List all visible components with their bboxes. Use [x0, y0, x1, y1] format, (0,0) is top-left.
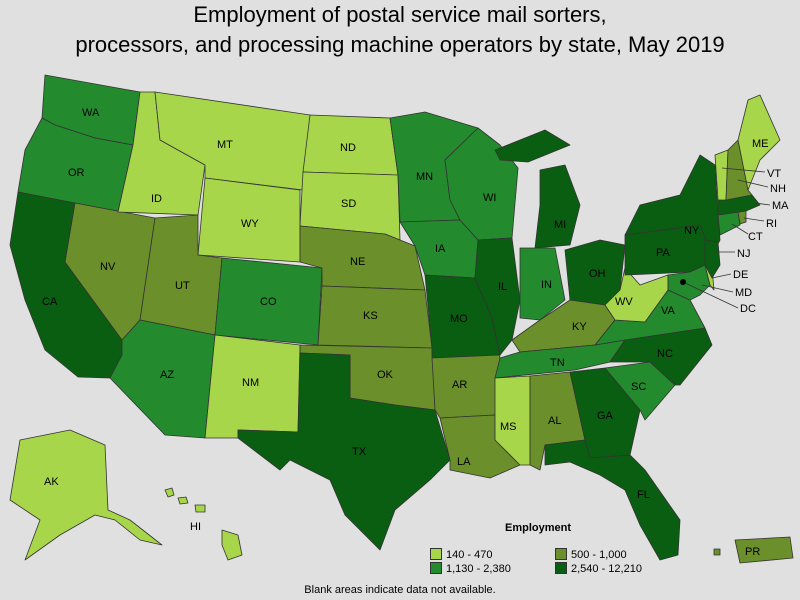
label-pr: PR — [745, 546, 760, 558]
label-tn: TN — [550, 357, 565, 369]
label-ny: NY — [684, 225, 700, 237]
label-id: ID — [151, 193, 162, 205]
label-la: LA — [457, 456, 471, 468]
label-in: IN — [541, 279, 552, 291]
label-co: CO — [260, 296, 277, 308]
label-mt: MT — [217, 139, 233, 151]
label-md: MD — [735, 287, 752, 299]
label-sd: SD — [341, 198, 356, 210]
label-mi: MI — [554, 219, 566, 231]
label-wa: WA — [82, 107, 100, 119]
label-va: VA — [661, 305, 676, 317]
legend-item-3: 1,130 - 2,380 — [430, 562, 511, 575]
label-hi: HI — [190, 521, 201, 533]
label-fl: FL — [637, 489, 650, 501]
label-ct: CT — [748, 231, 763, 243]
label-nh: NH — [770, 183, 786, 195]
legend-label-3: 1,130 - 2,380 — [446, 563, 511, 575]
label-nv: NV — [100, 261, 116, 273]
label-ri: RI — [766, 218, 777, 230]
state-il[interactable] — [474, 237, 521, 356]
state-ak[interactable] — [9, 429, 163, 561]
label-ky: KY — [572, 321, 587, 333]
label-oh: OH — [589, 268, 606, 280]
label-mn: MN — [416, 171, 433, 183]
state-ct[interactable] — [717, 211, 741, 236]
label-nm: NM — [242, 377, 259, 389]
label-ks: KS — [363, 310, 378, 322]
label-il: IL — [498, 281, 507, 293]
label-ma: MA — [772, 200, 789, 212]
state-ms[interactable] — [494, 375, 531, 466]
legend-swatch-3 — [430, 562, 442, 574]
label-al: AL — [548, 415, 561, 427]
label-dc: DC — [740, 303, 756, 315]
leader-de — [711, 273, 732, 279]
legend-label-1: 140 - 470 — [446, 549, 493, 561]
state-nh[interactable] — [725, 139, 753, 201]
map-title: Employment of postal service mail sorter… — [0, 0, 800, 60]
legend-item-4: 2,540 - 12,210 — [555, 562, 642, 575]
state-fl[interactable] — [544, 439, 681, 561]
label-wi: WI — [483, 192, 496, 204]
legend-swatch-2 — [555, 548, 567, 560]
legend-swatch-4 — [555, 562, 567, 574]
state-pr[interactable] — [734, 536, 794, 564]
leader-ri — [743, 217, 765, 222]
label-or: OR — [68, 167, 85, 179]
label-me: ME — [752, 138, 769, 150]
state-mi-upper[interactable] — [494, 129, 571, 163]
state-hi[interactable] — [164, 487, 243, 561]
label-ne: NE — [350, 256, 365, 268]
pr-islet — [713, 548, 721, 556]
state-mi[interactable] — [534, 164, 581, 249]
label-ms: MS — [500, 421, 517, 433]
label-ok: OK — [377, 369, 394, 381]
label-mo: MO — [450, 313, 468, 325]
title-line-1: Employment of postal service mail sorter… — [193, 2, 607, 27]
title-line-2: processors, and processing machine opera… — [75, 32, 725, 57]
label-nc: NC — [657, 348, 673, 360]
leader-nh — [737, 179, 769, 188]
label-ga: GA — [597, 410, 614, 422]
label-wv: WV — [615, 296, 633, 308]
dc-marker[interactable] — [680, 279, 686, 285]
leader-dc — [682, 281, 739, 309]
state-me[interactable] — [737, 94, 781, 191]
state-tx[interactable] — [237, 352, 451, 551]
state-nj[interactable] — [704, 239, 721, 279]
legend-title: Employment — [505, 522, 572, 534]
label-ak: AK — [44, 476, 59, 488]
label-ar: AR — [452, 379, 467, 391]
label-de: DE — [733, 269, 748, 281]
state-in[interactable] — [519, 247, 566, 321]
legend-label-4: 2,540 - 12,210 — [571, 563, 642, 575]
label-ut: UT — [175, 280, 190, 292]
label-vt: VT — [767, 168, 781, 180]
leader-vt — [721, 167, 766, 173]
state-sc[interactable] — [604, 361, 676, 421]
label-ia: IA — [435, 243, 446, 255]
label-pa: PA — [656, 247, 671, 259]
leader-md — [701, 284, 734, 293]
legend-label-2: 500 - 1,000 — [571, 549, 627, 561]
leader-ma — [754, 202, 771, 206]
legend-item-2: 500 - 1,000 — [555, 548, 627, 561]
legend-swatch-1 — [430, 548, 442, 560]
label-sc: SC — [631, 381, 646, 393]
label-az: AZ — [160, 369, 174, 381]
state-md[interactable] — [667, 264, 711, 301]
label-wy: WY — [241, 218, 259, 230]
label-nj: NJ — [737, 248, 750, 260]
label-nd: ND — [340, 142, 356, 154]
legend-item-1: 140 - 470 — [430, 548, 492, 561]
footnote: Blank areas indicate data not available. — [304, 584, 496, 596]
label-tx: TX — [352, 446, 367, 458]
label-ca: CA — [42, 296, 58, 308]
leader-ct — [731, 223, 749, 235]
